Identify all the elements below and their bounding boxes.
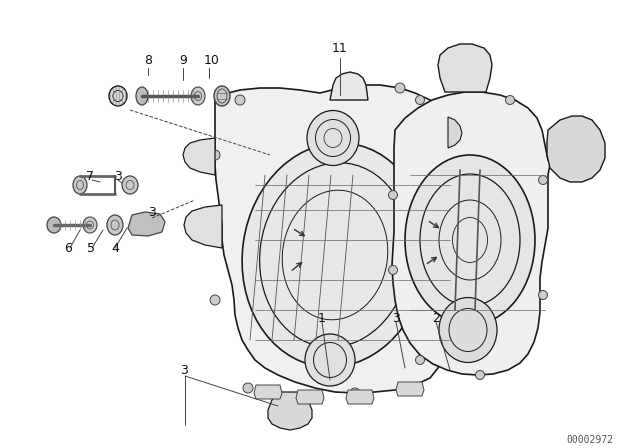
Ellipse shape <box>210 150 220 160</box>
Ellipse shape <box>307 111 359 165</box>
Polygon shape <box>296 390 324 404</box>
Ellipse shape <box>447 49 483 87</box>
Polygon shape <box>183 138 215 175</box>
Ellipse shape <box>415 356 424 365</box>
Polygon shape <box>547 116 605 182</box>
Ellipse shape <box>450 295 460 305</box>
Text: 9: 9 <box>179 53 187 66</box>
Ellipse shape <box>242 143 428 367</box>
Ellipse shape <box>350 388 360 398</box>
Polygon shape <box>184 205 222 248</box>
Ellipse shape <box>405 155 535 325</box>
Ellipse shape <box>476 370 484 379</box>
Ellipse shape <box>243 383 253 393</box>
Ellipse shape <box>122 176 138 194</box>
Text: 6: 6 <box>64 241 72 254</box>
Ellipse shape <box>306 392 314 401</box>
Ellipse shape <box>388 266 397 275</box>
Ellipse shape <box>47 217 61 233</box>
Ellipse shape <box>538 290 547 300</box>
Ellipse shape <box>282 401 298 421</box>
Ellipse shape <box>109 86 127 106</box>
Ellipse shape <box>107 215 123 235</box>
Text: 3: 3 <box>148 206 156 219</box>
Text: 00002972: 00002972 <box>566 435 614 445</box>
Ellipse shape <box>141 217 153 231</box>
Ellipse shape <box>388 190 397 199</box>
Ellipse shape <box>343 75 357 89</box>
Text: 3: 3 <box>392 311 400 324</box>
Polygon shape <box>392 92 592 375</box>
Polygon shape <box>330 72 368 100</box>
Ellipse shape <box>190 215 210 239</box>
Text: 4: 4 <box>111 241 119 254</box>
Text: 3: 3 <box>114 171 122 184</box>
Polygon shape <box>268 392 312 430</box>
Ellipse shape <box>136 87 148 105</box>
Ellipse shape <box>406 384 414 393</box>
Text: 10: 10 <box>204 53 220 66</box>
Ellipse shape <box>439 297 497 362</box>
Ellipse shape <box>235 95 245 105</box>
Text: 8: 8 <box>144 53 152 66</box>
Ellipse shape <box>83 217 97 233</box>
Ellipse shape <box>345 77 355 87</box>
Text: 11: 11 <box>332 42 348 55</box>
Polygon shape <box>215 85 462 393</box>
Ellipse shape <box>214 86 230 106</box>
Polygon shape <box>396 382 424 396</box>
Ellipse shape <box>449 127 459 139</box>
Ellipse shape <box>264 388 272 396</box>
Ellipse shape <box>191 87 205 105</box>
Ellipse shape <box>415 95 424 104</box>
Text: 3: 3 <box>180 363 188 376</box>
Text: 5: 5 <box>87 241 95 254</box>
Polygon shape <box>438 44 492 92</box>
Ellipse shape <box>450 150 460 160</box>
Polygon shape <box>448 117 462 148</box>
Ellipse shape <box>191 146 205 164</box>
Ellipse shape <box>73 176 87 194</box>
Ellipse shape <box>210 295 220 305</box>
Ellipse shape <box>558 129 594 169</box>
Polygon shape <box>254 385 282 399</box>
Polygon shape <box>128 212 165 236</box>
Ellipse shape <box>454 56 476 80</box>
Ellipse shape <box>395 83 405 93</box>
Text: 1: 1 <box>318 311 326 324</box>
Polygon shape <box>346 390 374 404</box>
Ellipse shape <box>356 392 364 401</box>
Text: 7: 7 <box>86 171 94 184</box>
Ellipse shape <box>538 176 547 185</box>
Ellipse shape <box>506 95 515 104</box>
Text: 2: 2 <box>432 311 440 324</box>
Ellipse shape <box>305 334 355 386</box>
